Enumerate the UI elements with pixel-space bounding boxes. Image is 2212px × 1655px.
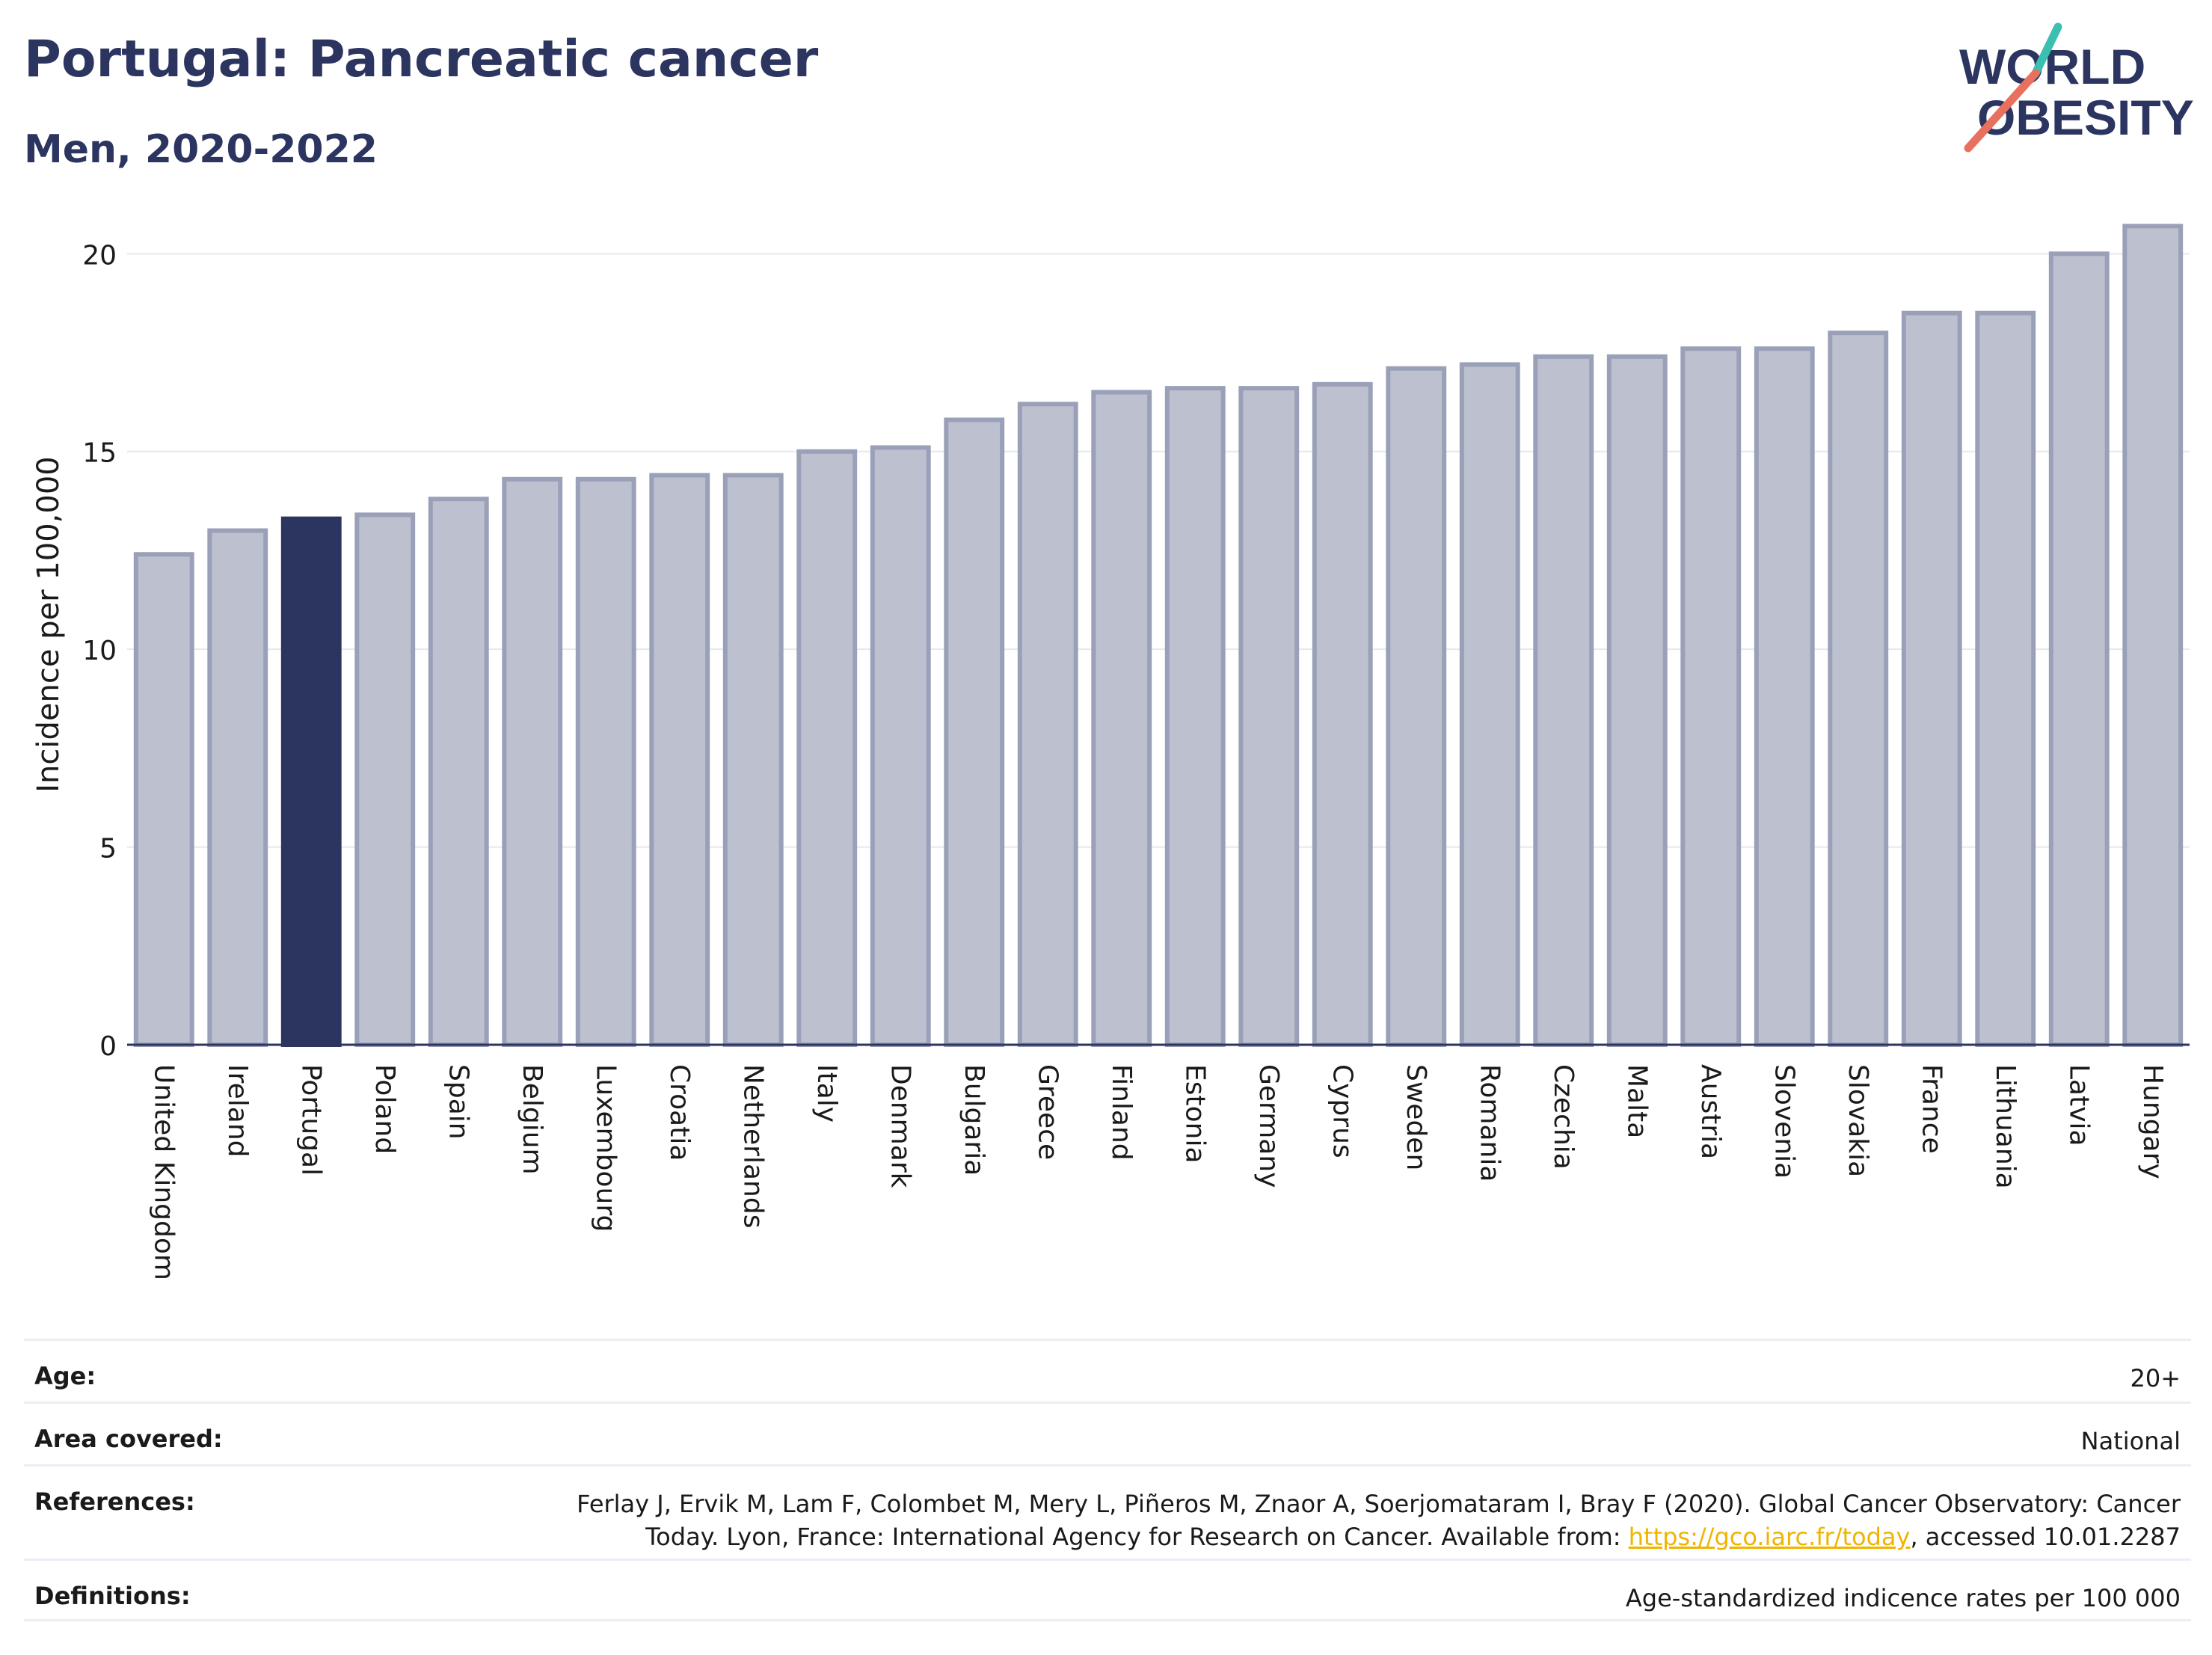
bar-belgium — [502, 476, 563, 1047]
bar-finland — [1091, 390, 1152, 1047]
metadata-table: Age: 20+ Area covered: National Referenc… — [24, 1339, 2191, 1621]
bar-spain — [428, 497, 489, 1047]
bar-romania — [1459, 362, 1520, 1047]
bar-lithuania — [1975, 310, 2036, 1047]
x-tick-label: Ireland — [222, 1064, 253, 1158]
x-tick-label: Netherlands — [737, 1064, 768, 1228]
x-tick-label: Italy — [811, 1064, 842, 1123]
x-tick-label: France — [1916, 1064, 1947, 1154]
x-tick-label: Luxembourg — [590, 1064, 621, 1232]
bar-slovenia — [1754, 346, 1815, 1047]
x-tick-label: Denmark — [885, 1064, 915, 1188]
bar-germany — [1238, 386, 1300, 1047]
x-tick-label: Latvia — [2063, 1064, 2094, 1146]
bar-netherlands — [722, 473, 784, 1047]
meta-def-label: Definitions: — [34, 1582, 191, 1610]
bar-slovakia — [1828, 331, 1889, 1047]
meta-row-definitions: Definitions: Age-standardized indicence … — [24, 1559, 2191, 1621]
meta-row-area: Area covered: National — [24, 1401, 2191, 1464]
reference-link[interactable]: https://gco.iarc.fr/today — [1628, 1523, 1911, 1551]
x-tick-label: Estonia — [1179, 1064, 1210, 1164]
bar-austria — [1680, 346, 1742, 1047]
bar-france — [1901, 310, 1962, 1047]
x-tick-label: Czechia — [1548, 1064, 1579, 1170]
meta-age-label: Age: — [34, 1362, 96, 1390]
x-tick-label: Malta — [1621, 1064, 1652, 1138]
meta-age-value: 20+ — [2130, 1364, 2181, 1393]
meta-area-value: National — [2080, 1427, 2181, 1455]
x-tick-label: Germany — [1253, 1064, 1284, 1188]
bar-croatia — [649, 473, 710, 1047]
x-tick-label: Slovakia — [1843, 1064, 1873, 1177]
bar-bulgaria — [944, 417, 1005, 1047]
bar-malta — [1606, 354, 1668, 1047]
bar-chart: 0 5 10 15 20 United Kingdom Ireland Portugal Po… — [31, 224, 2190, 1280]
bar-poland — [354, 512, 416, 1047]
world-obesity-logo: WORLD OBESITY — [1959, 22, 2194, 153]
x-tick-label: Belgium — [517, 1064, 547, 1175]
logo-coral-stroke — [1964, 69, 2040, 153]
x-tick-label: United Kingdom — [148, 1064, 179, 1280]
x-tick-label: Spain — [443, 1064, 473, 1140]
x-tick-label: Slovenia — [1769, 1064, 1799, 1179]
page-title: Portugal: Pancreatic cancer — [24, 30, 819, 89]
logo-text-world: WORLD — [1959, 39, 2145, 94]
y-tick-label: 10 — [82, 636, 117, 666]
x-tick-label: Austria — [1695, 1064, 1726, 1159]
bar-sweden — [1386, 366, 1447, 1048]
x-tick-label: Greece — [1032, 1064, 1063, 1160]
x-tick-label: Croatia — [664, 1064, 695, 1161]
x-axis-ticks: United Kingdom Ireland Portugal Poland Spain… — [148, 1064, 2168, 1280]
bar-hungary — [2122, 224, 2184, 1047]
bar-greece — [1017, 402, 1078, 1047]
x-tick-label: Poland — [369, 1064, 400, 1154]
logo-teal-stroke — [2031, 22, 2062, 78]
y-tick-label: 15 — [82, 438, 117, 469]
x-tick-label: Finland — [1106, 1064, 1137, 1161]
x-tick-label: Portugal — [295, 1064, 326, 1176]
meta-row-age: Age: 20+ — [24, 1339, 2191, 1401]
y-tick-label: 0 — [99, 1031, 117, 1062]
bar-czechia — [1533, 354, 1594, 1047]
y-tick-label: 5 — [99, 834, 117, 865]
bar-cyprus — [1312, 381, 1373, 1047]
bar-latvia — [2048, 251, 2110, 1048]
bar-italy — [796, 449, 858, 1047]
meta-area-label: Area covered: — [34, 1425, 223, 1453]
meta-ref-line2a: Today. Lyon, France: International Agenc… — [645, 1523, 1629, 1551]
bar-denmark — [870, 445, 931, 1047]
y-tick-label: 20 — [82, 240, 117, 271]
page-subtitle: Men, 2020-2022 — [24, 127, 378, 172]
meta-def-value: Age-standardized indicence rates per 100… — [1625, 1584, 2181, 1612]
bars — [133, 224, 2184, 1048]
x-tick-label: Cyprus — [1327, 1064, 1357, 1158]
bar-estonia — [1164, 386, 1226, 1047]
x-tick-label: Romania — [1474, 1064, 1505, 1182]
bar-portugal — [280, 516, 342, 1047]
bar-ireland — [207, 528, 268, 1047]
meta-ref-line1: Ferlay J, Ervik M, Lam F, Colombet M, Me… — [577, 1490, 2181, 1518]
bar-united-kingdom — [133, 552, 194, 1047]
y-axis-ticks: 0 5 10 15 20 — [82, 240, 117, 1062]
x-tick-label: Sweden — [1401, 1064, 1431, 1170]
meta-ref-line2b: , accessed 10.01.2287 — [1910, 1523, 2181, 1551]
x-tick-label: Lithuania — [1990, 1064, 2021, 1189]
meta-ref-value: Ferlay J, Ervik M, Lam F, Colombet M, Me… — [577, 1487, 2181, 1553]
bar-luxembourg — [575, 476, 636, 1047]
meta-row-references: References: Ferlay J, Ervik M, Lam F, Co… — [24, 1464, 2191, 1559]
meta-ref-label: References: — [34, 1487, 195, 1516]
x-tick-label: Hungary — [2137, 1064, 2168, 1179]
y-axis-label: Incidence per 100,000 — [31, 456, 66, 793]
x-tick-label: Bulgaria — [959, 1064, 989, 1176]
